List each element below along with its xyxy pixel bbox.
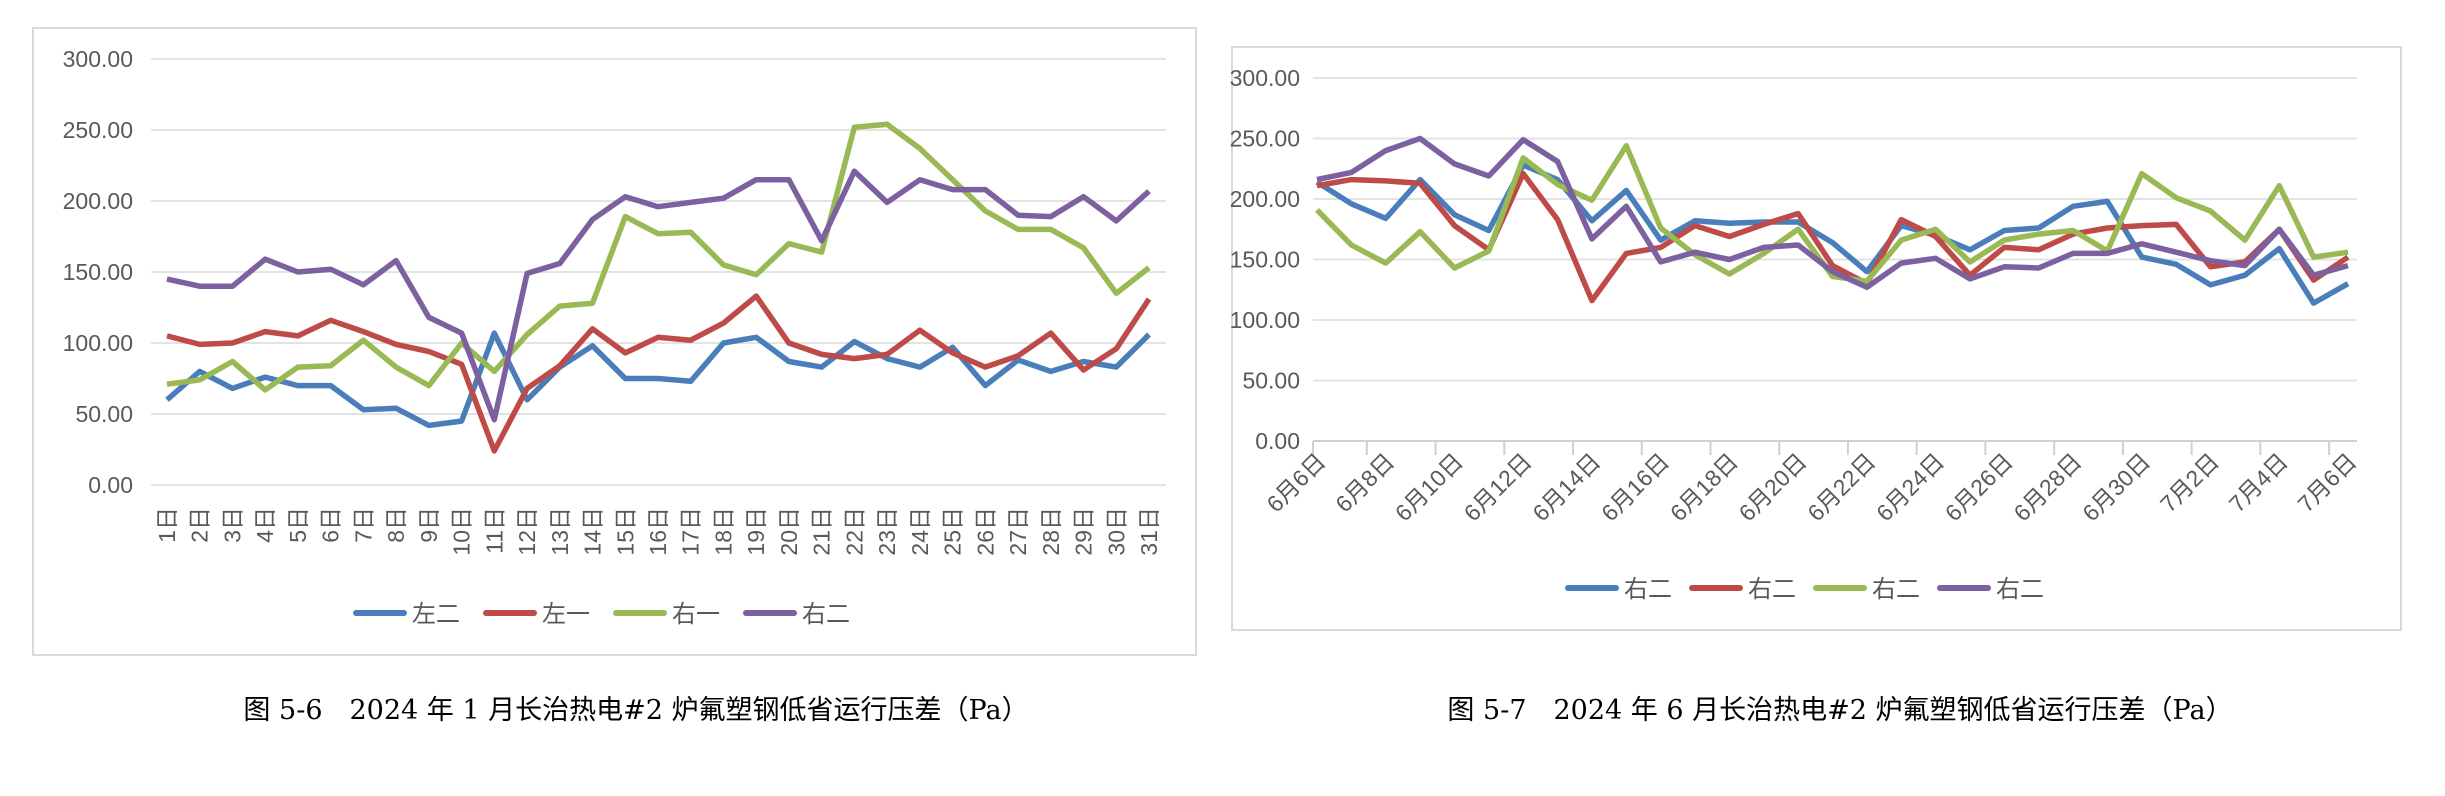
x-tick-label: 31日 <box>1136 507 1162 556</box>
x-tick-label: 8日 <box>383 507 409 543</box>
y-tick-label: 150.00 <box>63 259 133 285</box>
y-tick-label: 100.00 <box>1230 307 1300 333</box>
x-tick-label: 28日 <box>1038 507 1064 556</box>
series-line-4 <box>166 168 1151 423</box>
x-tick-label: 14日 <box>580 507 606 556</box>
figure-caption-5-6: 图 5-6 2024 年 1 月长治热电#2 炉氟塑钢低省运行压差（Pa） <box>243 695 1029 726</box>
legend-label: 右二 <box>1996 575 2044 603</box>
y-tick-label: 200.00 <box>63 188 133 214</box>
x-tick-label: 13日 <box>547 507 573 556</box>
x-tick-label: 3日 <box>219 507 245 543</box>
x-tick-label: 27日 <box>1005 507 1031 556</box>
x-tick-label: 1日 <box>154 507 180 543</box>
x-tick-label: 24日 <box>907 507 933 556</box>
series-line-4 <box>1316 135 2349 291</box>
series-line-1 <box>1315 162 2350 306</box>
legend-label: 右二 <box>802 600 850 628</box>
x-tick-label: 20日 <box>776 507 802 556</box>
series-line-2 <box>166 293 1152 454</box>
x-tick-label: 25日 <box>940 507 966 556</box>
y-tick-label: 50.00 <box>75 401 133 427</box>
x-tick-label: 2日 <box>187 507 213 543</box>
legend-label: 右一 <box>672 600 720 628</box>
x-tick-label: 22日 <box>841 507 867 556</box>
legend-label: 右二 <box>1872 575 1920 603</box>
x-tick-label: 7日 <box>350 507 376 543</box>
x-tick-label: 26日 <box>972 507 998 556</box>
x-tick-label: 29日 <box>1071 507 1097 556</box>
series-line-3 <box>166 121 1151 393</box>
y-tick-label: 200.00 <box>1230 186 1300 212</box>
x-tick-label: 9日 <box>416 507 442 543</box>
legend-label: 右二 <box>1748 575 1796 603</box>
y-tick-label: 150.00 <box>1230 247 1300 273</box>
x-tick-label: 30日 <box>1103 507 1129 556</box>
y-tick-label: 250.00 <box>1230 126 1300 152</box>
series-line-3 <box>1315 143 2349 285</box>
x-tick-label: 4日 <box>252 507 278 543</box>
x-tick-label: 16日 <box>645 507 671 556</box>
series-line-1 <box>165 330 1151 429</box>
y-tick-label: 0.00 <box>88 472 133 498</box>
chart-1: 0.00 50.00 100.00 150.00 200.00 250.00 300.00 1… <box>63 46 1166 628</box>
legend-label: 右二 <box>1624 575 1672 603</box>
y-tick-label: 0.00 <box>1255 428 1300 454</box>
y-tick-label: 300.00 <box>1230 65 1300 91</box>
x-tick-label: 11日 <box>481 507 507 554</box>
x-tick-label: 17日 <box>678 507 704 556</box>
x-tick-label: 21日 <box>809 507 835 556</box>
figure-caption-5-7: 图 5-7 2024 年 6 月长治热电#2 炉氟塑钢低省运行压差（Pa） <box>1447 695 2233 726</box>
x-tick-label: 23日 <box>874 507 900 556</box>
y-tick-label: 300.00 <box>63 46 133 72</box>
x-tick-label: 6日 <box>318 507 344 543</box>
x-tick-label: 18日 <box>710 507 736 556</box>
y-tick-label: 50.00 <box>1242 368 1300 394</box>
x-tick-label: 15日 <box>612 507 638 556</box>
chart-2-frame <box>1231 46 2402 631</box>
y-tick-label: 250.00 <box>63 117 133 143</box>
legend-label: 左二 <box>412 600 460 628</box>
x-tick-label: 19日 <box>743 507 769 556</box>
x-tick-label: 5日 <box>285 507 311 543</box>
y-tick-label: 100.00 <box>63 330 133 356</box>
legend-label: 左一 <box>542 600 590 628</box>
x-tick-label: 12日 <box>514 507 540 556</box>
x-tick-label: 10日 <box>449 507 475 556</box>
